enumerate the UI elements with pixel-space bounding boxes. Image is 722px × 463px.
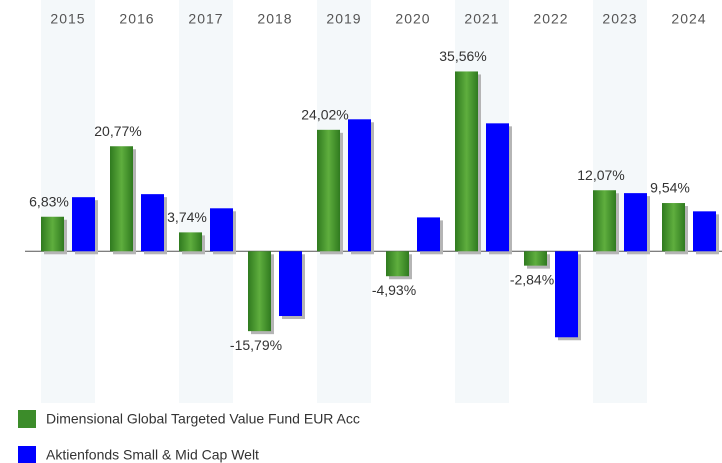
bar bbox=[693, 211, 716, 252]
x-tick-label: 2022 bbox=[533, 11, 568, 27]
data-label: 6,83% bbox=[29, 193, 69, 209]
bar bbox=[72, 197, 95, 252]
data-label: 24,02% bbox=[301, 107, 348, 123]
x-tick-label: 2020 bbox=[395, 11, 430, 27]
bar bbox=[179, 232, 202, 252]
x-tick-label: 2016 bbox=[119, 11, 154, 27]
legend-label: Dimensional Global Targeted Value Fund E… bbox=[46, 411, 360, 427]
bar bbox=[317, 129, 340, 252]
data-label: 9,54% bbox=[650, 180, 690, 196]
bar bbox=[417, 217, 440, 252]
x-tick-label: 2021 bbox=[464, 11, 499, 27]
x-tick-label: 2018 bbox=[257, 11, 292, 27]
data-label: -15,79% bbox=[230, 337, 282, 353]
bar bbox=[386, 251, 409, 277]
data-label: -4,93% bbox=[372, 282, 416, 298]
bar bbox=[141, 194, 164, 252]
bar bbox=[279, 251, 302, 317]
column-band bbox=[179, 0, 233, 403]
x-tick-label: 2024 bbox=[671, 11, 706, 27]
bar bbox=[486, 123, 509, 252]
data-label: 35,56% bbox=[439, 48, 486, 64]
bar bbox=[248, 251, 271, 332]
bar bbox=[593, 190, 616, 252]
x-tick-label: 2015 bbox=[50, 11, 85, 27]
bar bbox=[348, 119, 371, 252]
bar bbox=[524, 251, 547, 266]
bar bbox=[555, 251, 578, 338]
x-tick-label: 2019 bbox=[326, 11, 361, 27]
legend-label: Aktienfonds Small & Mid Cap Welt bbox=[46, 447, 259, 463]
data-label: 12,07% bbox=[577, 167, 624, 183]
x-tick-label: 2023 bbox=[602, 11, 637, 27]
bar bbox=[110, 146, 133, 252]
legend-swatch bbox=[18, 410, 36, 428]
data-label: -2,84% bbox=[510, 271, 554, 287]
bar bbox=[210, 208, 233, 252]
bar bbox=[455, 71, 478, 252]
bar bbox=[624, 193, 647, 252]
data-label: 3,74% bbox=[167, 209, 207, 225]
bar bbox=[41, 216, 64, 252]
data-label: 20,77% bbox=[94, 123, 141, 139]
x-tick-label: 2017 bbox=[188, 11, 223, 27]
legend-swatch bbox=[18, 446, 36, 463]
bar bbox=[662, 203, 685, 252]
